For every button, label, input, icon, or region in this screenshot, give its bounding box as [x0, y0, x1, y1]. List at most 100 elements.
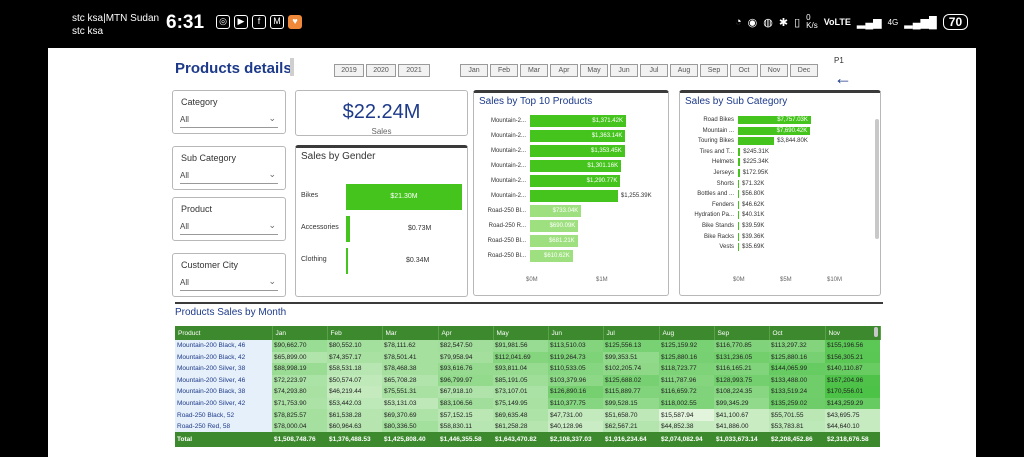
matrix-row: Road-250 Red, 58 $78,000.04 $60,964.63 $80,… — [175, 420, 880, 433]
subcat-bar — [738, 147, 741, 156]
slicer-product-dropdown[interactable]: All ⌄ — [180, 220, 278, 235]
back-arrow-icon[interactable]: ← — [834, 68, 852, 88]
matrix-column-header[interactable]: Feb — [327, 326, 383, 340]
slicer-customer-city-dropdown[interactable]: All ⌄ — [180, 276, 278, 291]
month-filter-jun[interactable]: Jun — [610, 64, 638, 77]
subcat-bar — [738, 116, 811, 124]
top10-bar — [530, 205, 582, 217]
matrix-value-cell: $113,297.32 — [769, 340, 825, 352]
do-not-disturb-icon: ◍ — [763, 16, 773, 29]
matrix-column-header[interactable]: Jul — [603, 326, 660, 340]
gender-data-label: $21.30M — [390, 193, 418, 200]
matrix-column-header[interactable]: Sep — [714, 326, 770, 340]
matrix-value-cell: $44,852.38 — [659, 420, 714, 433]
slicer-sub-category[interactable]: Sub Category All ⌄ — [172, 146, 286, 190]
matrix-value-cell: $115,889.77 — [603, 386, 659, 398]
carrier-info: stc ksa|MTN Sudan stc ksa — [72, 12, 159, 38]
subcat-bar — [738, 211, 739, 220]
subcat-axis-tick: $5M — [780, 277, 792, 283]
chart-subcat-scrollbar[interactable] — [875, 119, 879, 239]
slicer-product-label: Product — [181, 204, 213, 214]
matrix-value-cell: $144,065.99 — [769, 363, 825, 375]
matrix-value-cell: $75,149.95 — [493, 397, 548, 410]
month-filter-nov[interactable]: Nov — [760, 64, 788, 77]
matrix-value-cell: $79,958.94 — [438, 351, 493, 364]
matrix-value-cell: $58,531.18 — [327, 363, 382, 375]
matrix-value-cell: $61,258.28 — [493, 420, 548, 433]
top10-bar — [530, 235, 578, 247]
top10-axis-tick: $0M — [526, 277, 538, 283]
matrix-value-cell: $167,204.96 — [825, 374, 880, 387]
matrix-value-cell: $72,223.97 — [272, 374, 327, 387]
subcat-category-label: Fenders — [711, 201, 734, 208]
matrix-column-header[interactable]: Mar — [382, 326, 439, 340]
matrix-scrollbar[interactable] — [874, 327, 878, 337]
matrix-value-cell: $133,488.00 — [769, 374, 825, 387]
month-filter-jul[interactable]: Jul — [640, 64, 668, 77]
volte-badge: VoLTE — [823, 17, 851, 27]
slicer-sub-category-dropdown[interactable]: All ⌄ — [180, 169, 278, 184]
year-filter-2021[interactable]: 2021 — [398, 64, 430, 77]
matrix-value-cell: $125,556.13 — [603, 340, 659, 352]
matrix-column-header[interactable]: Aug — [659, 326, 715, 340]
matrix-value-cell: $50,574.07 — [327, 374, 382, 387]
chart-gender-title: Sales by Gender — [301, 151, 376, 162]
slicer-customer-city-label: Customer City — [181, 260, 239, 270]
subcat-data-label: $39.59K — [742, 223, 765, 229]
month-filter-may[interactable]: May — [580, 64, 608, 77]
top10-category-label: Mountain-2... — [490, 118, 526, 124]
matrix-value-cell: $78,111.62 — [382, 340, 438, 352]
eye-comfort-icon: ◉ — [747, 16, 758, 29]
slicer-category-dropdown[interactable]: All ⌄ — [180, 113, 278, 128]
matrix-row: Mountain-200 Black, 46 $90,662.70 $80,552.… — [175, 340, 880, 352]
matrix-value-cell: $85,191.05 — [493, 374, 548, 387]
matrix-column-header[interactable]: Nov — [825, 326, 881, 340]
subcat-bar — [738, 158, 741, 167]
month-filter-mar[interactable]: Mar — [520, 64, 548, 77]
matrix-value-cell: $61,538.28 — [327, 409, 382, 421]
matrix-value-cell: $73,107.01 — [493, 386, 548, 398]
subcat-category-label: Jerseys — [713, 170, 734, 176]
matrix-product-cell: Mountain-200 Silver, 42 — [175, 397, 272, 410]
year-filter-2019[interactable]: 2019 — [334, 64, 364, 77]
matrix-column-header[interactable]: Product — [175, 326, 273, 340]
matrix-value-cell: $125,880.16 — [659, 351, 714, 364]
matrix-column-header[interactable]: Oct — [769, 326, 826, 340]
slicer-customer-city[interactable]: Customer City All ⌄ — [172, 253, 286, 297]
subcat-category-label: Hydration Pa... — [694, 212, 734, 219]
slicer-product[interactable]: Product All ⌄ — [172, 197, 286, 241]
top10-data-label: $690.09K — [549, 223, 576, 229]
matrix-column-header[interactable]: May — [493, 326, 549, 340]
top10-bar — [530, 115, 626, 127]
matrix-column-header[interactable]: Jan — [272, 326, 328, 340]
gender-bar — [346, 248, 348, 274]
subcat-data-label: $71.32K — [742, 180, 765, 187]
subcat-axis-tick: $0M — [733, 277, 745, 283]
month-filter-sep[interactable]: Sep — [700, 64, 728, 77]
year-filter-2020[interactable]: 2020 — [366, 64, 396, 77]
matrix-value-cell: $78,825.57 — [272, 409, 327, 421]
app-notification-icon: ♥ — [288, 15, 302, 29]
matrix-value-cell: $116,770.85 — [714, 340, 769, 352]
signal-icon: ▂▄▆ — [856, 16, 882, 29]
network-type: 4G — [887, 17, 899, 27]
matrix-value-cell: $80,336.50 — [382, 420, 438, 433]
matrix-column-header[interactable]: Apr — [438, 326, 494, 340]
top10-data-label: $733.04K — [552, 208, 579, 214]
month-filter-apr[interactable]: Apr — [550, 64, 578, 77]
matrix-column-header[interactable]: Jun — [548, 326, 604, 340]
top10-category-label: Mountain-2... — [490, 193, 526, 199]
top10-category-label: Road-250 Bl... — [487, 238, 526, 244]
matrix-value-cell: $93,811.04 — [493, 363, 548, 375]
month-filter-jan[interactable]: Jan — [460, 64, 488, 77]
month-filter-dec[interactable]: Dec — [790, 64, 818, 77]
matrix-value-cell: $90,662.70 — [272, 340, 327, 352]
month-filter-oct[interactable]: Oct — [730, 64, 758, 77]
slicer-category[interactable]: Category All ⌄ — [172, 90, 286, 134]
subcat-data-label: $3,844.80K — [777, 138, 808, 145]
month-filter-feb[interactable]: Feb — [490, 64, 518, 77]
top10-category-label: Mountain-2... — [490, 133, 526, 139]
gender-category-label: Clothing — [301, 256, 327, 263]
month-filter-aug[interactable]: Aug — [670, 64, 698, 77]
matrix-value-cell: $40,128.96 — [548, 420, 603, 433]
